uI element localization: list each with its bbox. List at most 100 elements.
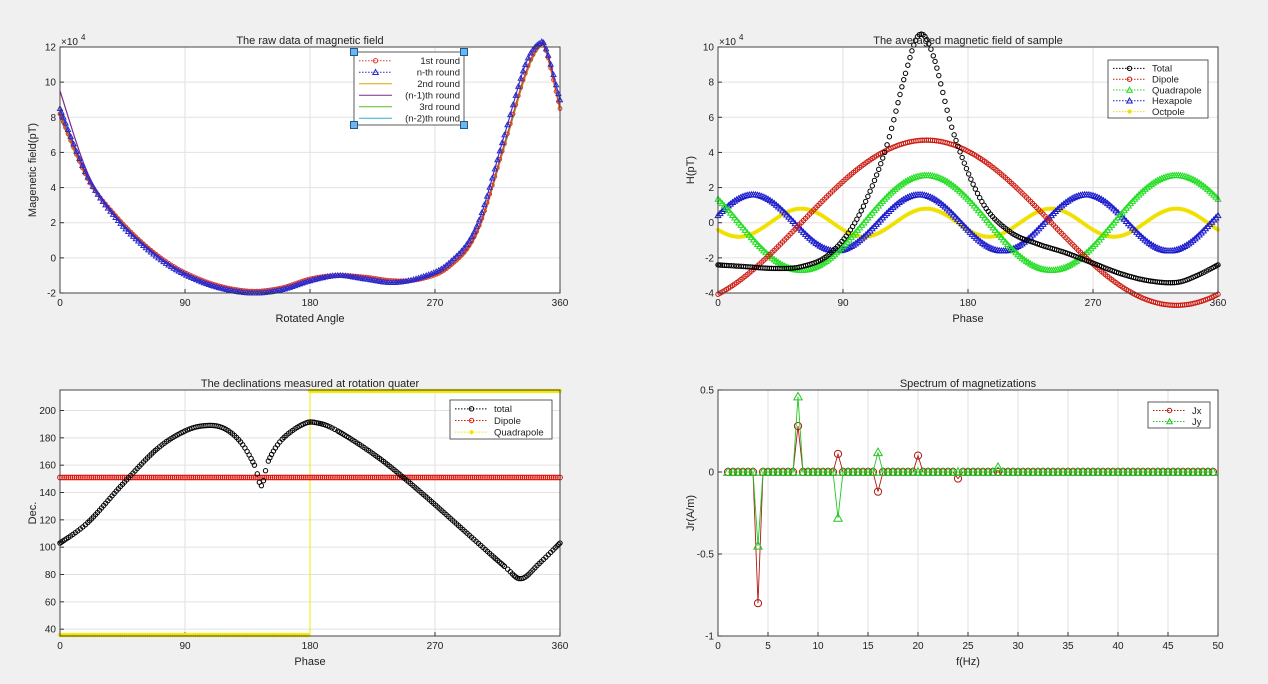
data-point: [292, 474, 299, 481]
data-point: [532, 474, 538, 481]
data-point: [802, 466, 814, 476]
y-tick-label: 8: [50, 113, 56, 124]
legend-resize-handle[interactable]: [350, 48, 358, 56]
legend-item[interactable]: (n-2)th round: [359, 114, 460, 125]
data-point: [509, 101, 517, 108]
data-point: [313, 474, 320, 481]
legend-box[interactable]: [1107, 59, 1209, 119]
legend-item[interactable]: (n-1)th round: [359, 91, 460, 102]
legend-item[interactable]: 2nd round: [359, 79, 460, 90]
data-point: [806, 265, 814, 272]
data-point: [741, 226, 749, 233]
legend-box[interactable]: [353, 51, 465, 126]
data-point: [838, 226, 844, 231]
data-point: [1192, 212, 1198, 217]
data-point: [1172, 466, 1184, 476]
data-point: [722, 230, 727, 236]
data-point: [259, 474, 265, 481]
data-point: [102, 474, 109, 481]
legend-item[interactable]: Jx: [1153, 406, 1202, 417]
legend-item[interactable]: Quadrapole: [1113, 85, 1202, 96]
data-point: [81, 168, 89, 175]
legend-item[interactable]: 3rd round: [359, 102, 460, 113]
data-point: [265, 474, 272, 481]
legend-item[interactable]: n-th round: [359, 68, 460, 79]
legend-resize-handle[interactable]: [350, 121, 358, 129]
y-tick-label: 4: [708, 148, 714, 159]
data-point: [787, 466, 799, 476]
x-tick-label: 270: [427, 298, 444, 309]
legend-box[interactable]: [1147, 401, 1211, 429]
y-axis-label: Magenetic field(pT): [27, 123, 39, 217]
legend-item[interactable]: Dipole: [455, 416, 521, 427]
data-point: [88, 474, 95, 481]
legend-item[interactable]: Hexapole: [1113, 96, 1192, 107]
x-tick-label: 90: [837, 298, 849, 309]
axes-frame: [59, 46, 561, 294]
legend-item[interactable]: Dipole: [1113, 75, 1179, 86]
data-point: [967, 466, 979, 476]
data-point: [732, 466, 744, 476]
x-tick-label: 90: [179, 298, 191, 309]
legend-label: Quadrapole: [494, 427, 544, 438]
legend-item[interactable]: Total: [1113, 64, 1172, 75]
data-point: [435, 266, 443, 273]
legend-item[interactable]: total: [455, 404, 512, 415]
data-point: [932, 466, 944, 476]
data-point: [972, 466, 984, 476]
x-tick-label: 270: [1085, 298, 1102, 309]
data-point: [152, 474, 159, 481]
legend-item[interactable]: 1st round: [359, 56, 460, 67]
data-point: [755, 228, 760, 234]
data-point: [974, 190, 981, 197]
data-point: [491, 165, 499, 172]
data-point: [63, 474, 70, 481]
data-point: [1092, 466, 1104, 476]
data-point: [70, 140, 77, 147]
data-point: [518, 85, 524, 90]
y-tick-label: 0: [708, 468, 714, 479]
x-tick-label: 15: [862, 641, 874, 652]
data-point: [187, 273, 195, 280]
data-point: [514, 82, 522, 89]
data-point: [411, 474, 418, 481]
data-point: [1149, 216, 1154, 221]
data-point: [194, 474, 201, 481]
legend-item[interactable]: Jy: [1153, 417, 1202, 428]
data-point: [392, 474, 399, 481]
data-point: [976, 209, 985, 216]
data-point: [523, 474, 530, 481]
data-point: [446, 474, 453, 481]
data-point: [959, 154, 965, 161]
data-point: [109, 474, 115, 481]
data-point: [432, 268, 440, 275]
data-point: [878, 160, 884, 167]
data-point: [763, 223, 769, 228]
data-point: [89, 182, 97, 189]
data-point: [284, 474, 290, 481]
data-point: [807, 207, 812, 213]
data-point: [94, 190, 102, 197]
legend-item[interactable]: Quadrapole: [455, 427, 544, 438]
data-point: [246, 474, 253, 481]
data-point: [718, 207, 726, 215]
data-point: [465, 474, 472, 481]
x-axis-label: f(Hz): [956, 656, 980, 668]
data-point: [363, 474, 370, 481]
legend-item[interactable]: Octpole: [1113, 107, 1185, 118]
data-point: [812, 466, 824, 476]
legend-label: 2nd round: [417, 79, 460, 90]
legend-resize-handle[interactable]: [460, 121, 468, 129]
data-point: [867, 466, 879, 476]
data-point: [280, 474, 286, 481]
legend-marker: [1165, 417, 1174, 425]
legend-resize-handle[interactable]: [460, 48, 468, 56]
data-point: [961, 224, 967, 230]
data-point: [1142, 220, 1148, 225]
data-point: [872, 232, 877, 238]
data-point: [501, 131, 508, 138]
